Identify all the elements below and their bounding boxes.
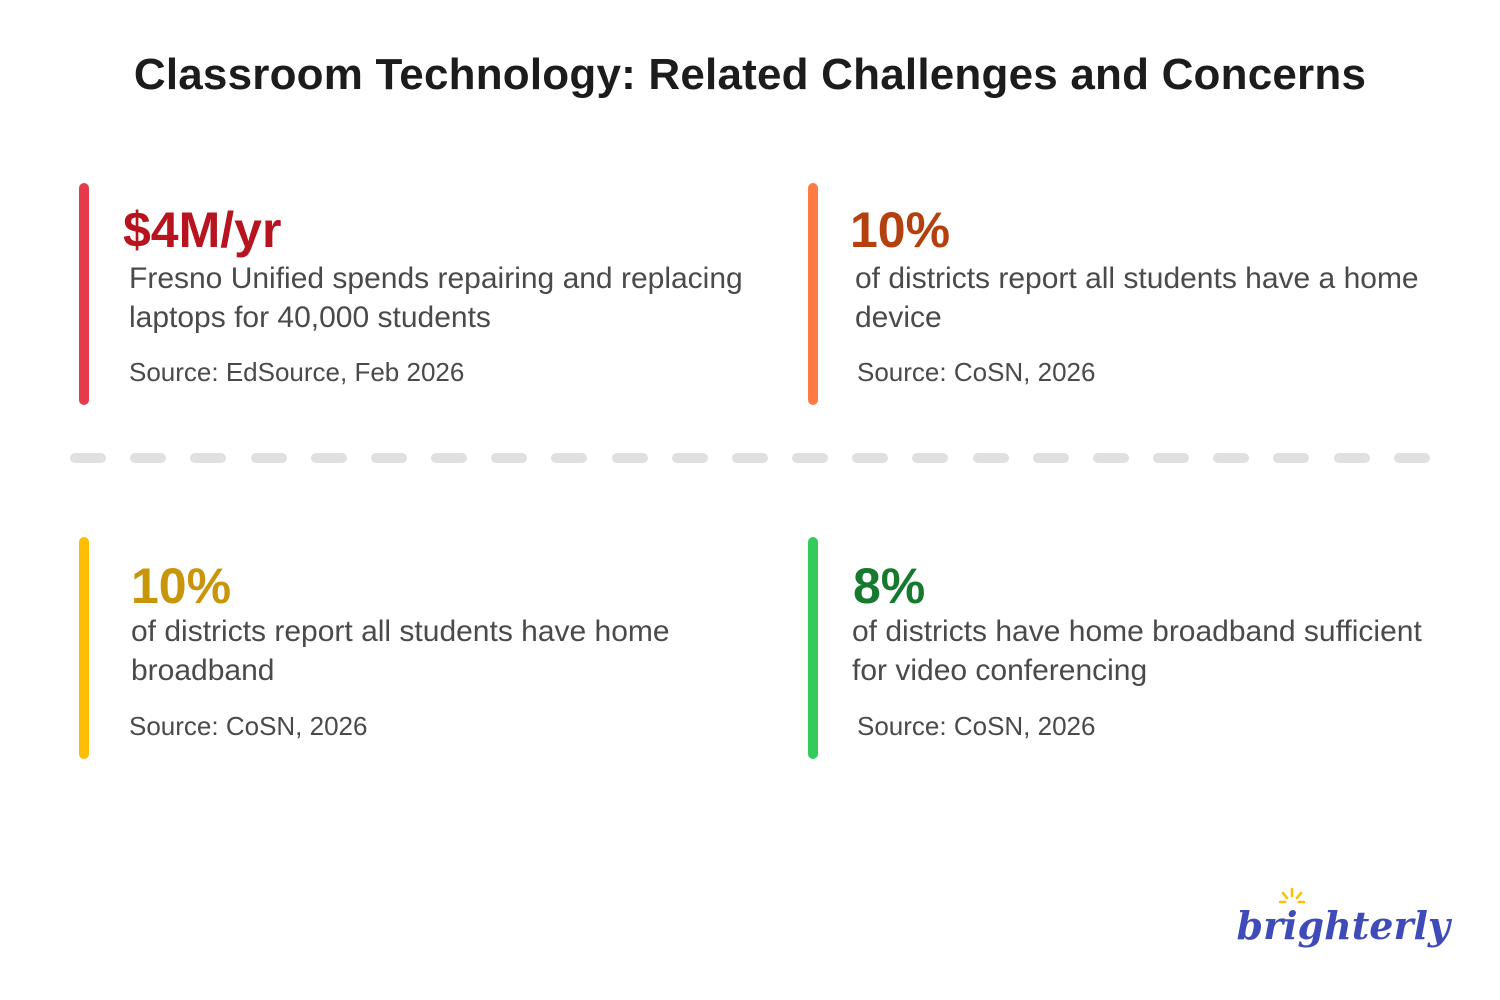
divider-dash [792,453,829,463]
stat-value: 10% [850,202,951,258]
divider-dash [370,453,407,463]
stat-card-home-broadband: 10% of districts report all students hav… [79,537,799,759]
divider-dash [972,453,1009,463]
divider-dash [611,453,648,463]
divider-dash [912,453,949,463]
divider-dash [1032,453,1069,463]
divider-dash [1393,453,1430,463]
stat-description: Fresno Unified spends repairing and repl… [129,262,743,334]
divider-dash [1213,453,1250,463]
divider-dash [310,453,347,463]
divider-dash [671,453,708,463]
divider-dash [852,453,889,463]
stat-source: Source: CoSN, 2026 [857,357,1096,387]
dashed-divider [70,453,1430,463]
page-title: Classroom Technology: Related Challenges… [133,50,1367,99]
stat-source: Source: CoSN, 2026 [857,711,1096,741]
divider-dash [491,453,528,463]
stat-description: of districts report all students have ho… [131,615,670,687]
accent-bar [79,183,89,405]
divider-dash [190,453,227,463]
divider-dash [1092,453,1129,463]
stat-description: of districts report all students have a … [855,262,1419,334]
divider-dash [551,453,588,463]
stat-card-home-device: 10% of districts report all students hav… [808,183,1448,405]
stat-value: 10% [131,558,232,614]
stat-value: $4M/yr [123,202,282,258]
divider-dash [70,453,106,463]
accent-bar [79,537,89,759]
stat-value: 8% [853,558,926,614]
stat-source: Source: EdSource, Feb 2026 [129,357,465,387]
divider-dash [731,453,768,463]
divider-dash [1153,453,1190,463]
stat-card-video-conferencing: 8% of districts have home broadband suff… [808,537,1448,759]
stat-card-fresno-spending: $4M/yr Fresno Unified spends repairing a… [79,183,799,405]
divider-dash [1333,453,1370,463]
logo-text: brighterly [1236,903,1451,948]
brighterly-logo: brighterly [1236,887,1451,948]
stat-description: of districts have home broadband suffici… [852,615,1422,687]
divider-dash [130,453,167,463]
sun-rays-icon [1278,887,1305,904]
divider-dash [431,453,468,463]
accent-bar [808,183,818,405]
divider-dash [1273,453,1310,463]
stat-source: Source: CoSN, 2026 [129,711,368,741]
accent-bar [808,537,818,759]
divider-dash [250,453,287,463]
